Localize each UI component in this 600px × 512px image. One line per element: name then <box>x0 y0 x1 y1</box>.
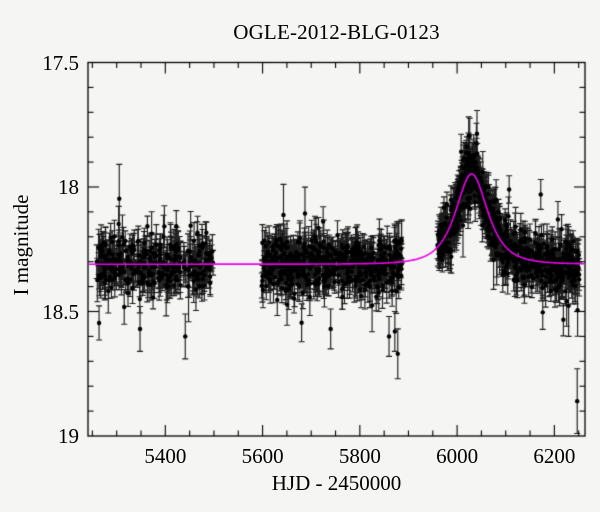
x-tick-label: 5800 <box>338 444 381 468</box>
x-tick-label: 5600 <box>241 444 284 468</box>
x-tick-label: 6200 <box>533 444 576 468</box>
x-tick-label: 6000 <box>436 444 479 468</box>
y-tick-label: 18 <box>58 175 79 199</box>
y-tick-label: 17.5 <box>42 50 79 75</box>
y-tick-label: 19 <box>58 424 79 448</box>
y-tick-label: 18.5 <box>42 299 79 324</box>
chart-title: OGLE-2012-BLG-0123 <box>233 20 440 44</box>
x-axis-label: HJD - 2450000 <box>271 471 402 495</box>
x-tick-label: 5400 <box>144 444 187 468</box>
